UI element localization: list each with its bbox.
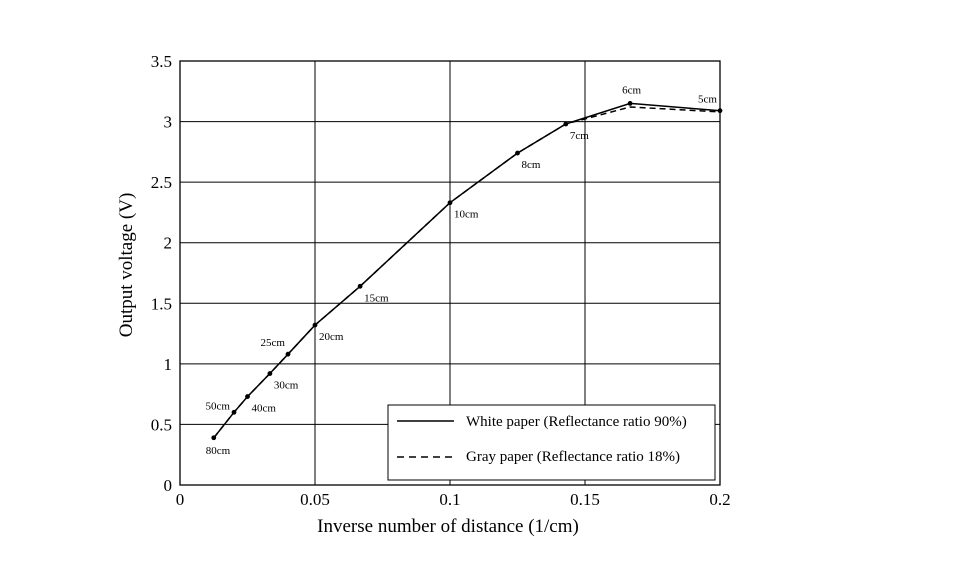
data-point <box>231 409 237 415</box>
legend: White paper (Reflectance ratio 90%) Gray… <box>387 404 716 481</box>
legend-box <box>387 404 716 481</box>
point-label: 6cm <box>622 84 641 96</box>
point-labels: 80cm 50cm 40cm 30cm 25cm 20cm 15cm 10cm 8cm 7cm 6c… <box>206 84 718 456</box>
data-point <box>267 371 273 376</box>
y-tick-label: 0 <box>164 476 173 495</box>
data-point <box>563 121 569 127</box>
point-label: 80cm <box>206 445 231 457</box>
x-tick-label: 0 <box>176 490 185 509</box>
data-markers <box>211 101 723 441</box>
y-axis-label: Output voltage (V) <box>116 193 137 338</box>
data-point <box>717 108 723 114</box>
legend-label-gray-paper: Gray paper (Reflectance ratio 18%) <box>466 449 680 465</box>
y-tick-label: 2 <box>164 234 173 253</box>
data-point <box>211 435 217 441</box>
data-point <box>285 351 291 357</box>
point-label: 10cm <box>454 209 479 221</box>
x-tick-label: 0.1 <box>439 490 460 509</box>
x-tick-label: 0.05 <box>300 490 330 509</box>
data-point <box>515 150 520 156</box>
point-label: 50cm <box>206 400 231 412</box>
data-point <box>627 101 633 106</box>
data-point <box>447 200 453 206</box>
legend-label-white-paper: White paper (Reflectance ratio 90%) <box>466 414 687 430</box>
y-tick-label: 3.5 <box>151 52 172 71</box>
x-axis-label: Inverse number of distance (1/cm) <box>317 516 579 537</box>
data-point <box>312 322 318 328</box>
y-tick-label: 2.5 <box>151 173 172 192</box>
data-point <box>357 283 363 289</box>
y-tick-label: 0.5 <box>151 415 172 434</box>
data-point <box>245 394 250 399</box>
x-tick-label: 0.15 <box>570 490 600 509</box>
grid-lines <box>180 61 720 485</box>
point-label: 5cm <box>698 94 717 106</box>
y-tick-label: 1 <box>164 355 173 374</box>
point-label: 15cm <box>364 292 389 304</box>
series-lines <box>213 102 721 439</box>
x-tick-label: 0.2 <box>709 490 730 509</box>
point-label: 40cm <box>252 403 277 415</box>
point-label: 30cm <box>274 380 299 392</box>
point-label: 7cm <box>570 130 589 142</box>
plot-area <box>179 60 721 486</box>
series-line-1 <box>213 106 721 439</box>
point-label: 20cm <box>319 331 344 343</box>
y-tick-label: 3 <box>164 113 173 132</box>
x-axis: 0 0.05 0.1 0.15 0.2 <box>176 490 731 509</box>
point-label: 8cm <box>522 159 541 171</box>
y-axis: 0 0.5 1 1.5 2 2.5 3 3.5 <box>151 52 172 495</box>
y-tick-label: 1.5 <box>151 294 172 313</box>
point-label: 25cm <box>261 337 286 349</box>
